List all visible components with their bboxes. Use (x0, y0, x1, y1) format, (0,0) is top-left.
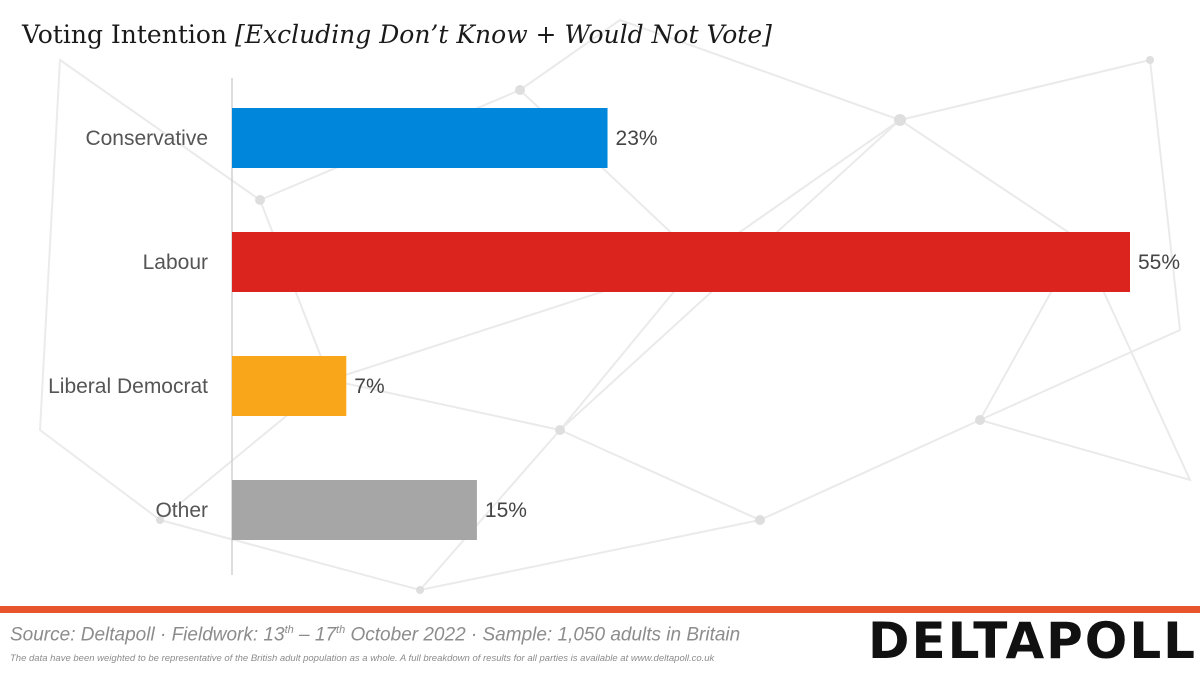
bar-labour (232, 232, 1130, 292)
category-label-other: Other (155, 499, 208, 522)
source-sup-end: th (336, 624, 346, 636)
deltapoll-logo: DELTAPOLL (868, 612, 1198, 670)
chart-title: Voting Intention [Excluding Don’t Know +… (22, 20, 772, 49)
source-sup-start: th (284, 624, 294, 636)
value-label-labour: 55% (1138, 251, 1180, 274)
value-label-liberal-democrat: 7% (354, 375, 384, 398)
source-mid: – 17 (293, 624, 337, 646)
value-label-other: 15% (485, 499, 527, 522)
category-label-conservative: Conservative (85, 127, 208, 150)
value-label-conservative: 23% (616, 127, 658, 150)
category-label-liberal-democrat: Liberal Democrat (48, 375, 208, 398)
source-suffix: October 2022 · Sample: 1,050 adults in B… (345, 624, 741, 646)
source-line: Source: Deltapoll · Fieldwork: 13th – 17… (10, 624, 740, 646)
bar-conservative (232, 108, 608, 168)
bar-liberal-democrat (232, 356, 347, 416)
chart-subtitle: [Excluding Don’t Know + Would Not Vote] (234, 20, 772, 49)
chart-title-main: Voting Intention (22, 20, 228, 49)
bar-chart: Conservative 23% Labour 55% Liberal Democrat… (48, 78, 1180, 575)
bar-other (232, 480, 477, 540)
source-prefix: Source: Deltapoll · Fieldwork: 13 (10, 624, 285, 646)
footer-divider (0, 606, 1200, 613)
category-label-labour: Labour (143, 251, 208, 274)
weighting-note: The data have been weighted to be repres… (10, 653, 715, 664)
